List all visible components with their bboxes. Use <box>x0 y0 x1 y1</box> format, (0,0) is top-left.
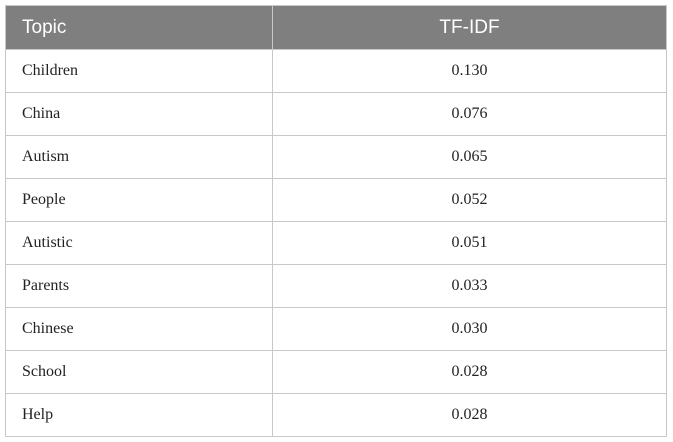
table-row: Children 0.130 <box>5 49 667 93</box>
table-cell: 0.030 <box>272 307 667 351</box>
table-cell: School <box>5 350 273 394</box>
table-cell: China <box>5 92 273 136</box>
table-cell: Parents <box>5 264 273 308</box>
table-cell: 0.065 <box>272 135 667 179</box>
table-cell: 0.052 <box>272 178 667 222</box>
data-table: Topic TF-IDF Children 0.130 China 0.076 Autis… <box>5 5 667 437</box>
table-cell: 0.076 <box>272 92 667 136</box>
table-cell: 0.051 <box>272 221 667 265</box>
table-row: Autism 0.065 <box>5 135 667 179</box>
table-row: Chinese 0.030 <box>5 307 667 351</box>
table-row: School 0.028 <box>5 350 667 394</box>
table-row: China 0.076 <box>5 92 667 136</box>
header-cell: TF-IDF <box>272 5 667 50</box>
table-cell: Autistic <box>5 221 273 265</box>
header-cell: Topic <box>5 5 273 50</box>
table-cell: Autism <box>5 135 273 179</box>
table-cell: 0.130 <box>272 49 667 93</box>
table-row: People 0.052 <box>5 178 667 222</box>
table-row: Help 0.028 <box>5 393 667 437</box>
table-cell: Help <box>5 393 273 437</box>
table-cell: People <box>5 178 273 222</box>
table-cell: 0.028 <box>272 350 667 394</box>
table-body: Children 0.130 China 0.076 Autism 0.065 People… <box>5 49 667 437</box>
table-row: Parents 0.033 <box>5 264 667 308</box>
table-cell: Children <box>5 49 273 93</box>
table-cell: 0.033 <box>272 264 667 308</box>
table-row: Autistic 0.051 <box>5 221 667 265</box>
header-row: Topic TF-IDF <box>5 5 667 50</box>
table-cell: 0.028 <box>272 393 667 437</box>
table-cell: Chinese <box>5 307 273 351</box>
